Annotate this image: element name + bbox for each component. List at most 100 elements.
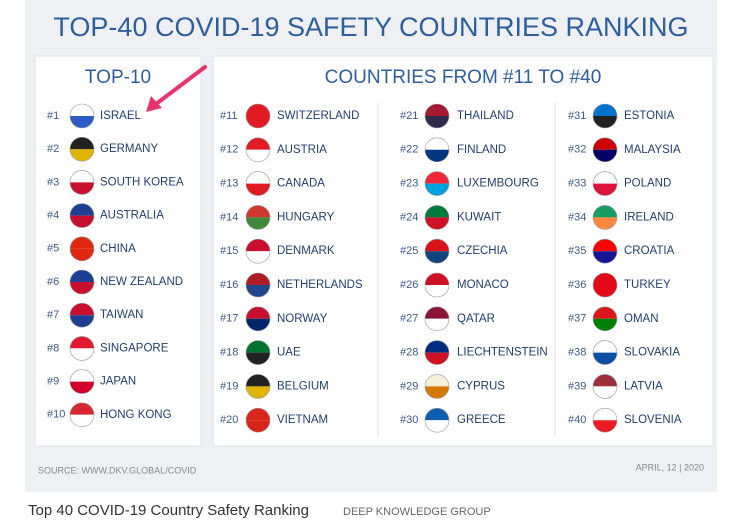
rank: #39 — [568, 380, 586, 392]
others-panel — [212, 55, 714, 447]
flag — [246, 205, 270, 218]
flag — [70, 336, 94, 349]
flag-rim — [69, 103, 95, 129]
flag — [246, 183, 270, 196]
flag-rim — [245, 340, 271, 365]
flag — [425, 116, 449, 128]
flag — [593, 239, 617, 252]
flag — [70, 303, 94, 316]
country: CZECHIA — [457, 245, 508, 257]
flag-rim — [424, 340, 450, 365]
country: TAIWAN — [100, 309, 143, 321]
flag — [246, 137, 270, 150]
country: SOUTH KOREA — [100, 176, 184, 188]
country: OMAN — [624, 313, 659, 325]
flag — [593, 306, 617, 319]
flag — [70, 149, 94, 162]
flag — [70, 182, 94, 195]
country: CROATIA — [624, 245, 675, 257]
flag-rim — [592, 306, 618, 332]
flag — [70, 104, 94, 116]
flag — [246, 217, 270, 230]
flag-rim — [424, 137, 450, 163]
country: LATVIA — [624, 380, 663, 392]
rank: #3 — [47, 176, 59, 188]
country: SLOVAKIA — [624, 347, 680, 359]
flag — [593, 183, 617, 196]
flag — [425, 217, 449, 230]
flag-rim — [69, 302, 95, 328]
rank: #8 — [47, 342, 59, 354]
rank: #16 — [220, 279, 238, 291]
country: QATAR — [457, 313, 495, 325]
flag-rim — [424, 306, 450, 332]
country: HONG KONG — [100, 409, 172, 421]
rank: #21 — [400, 110, 418, 122]
flag — [70, 170, 94, 183]
flag — [70, 270, 94, 282]
flag — [70, 369, 94, 382]
flag — [593, 340, 617, 353]
flag — [593, 273, 617, 285]
flag — [425, 306, 449, 319]
rank: #27 — [400, 313, 418, 325]
flag — [425, 149, 449, 162]
rank: #34 — [568, 211, 586, 223]
rank: #1 — [47, 110, 59, 122]
flag — [425, 408, 449, 421]
flag-rim — [424, 407, 450, 433]
flag — [70, 248, 94, 261]
rank: #29 — [400, 380, 418, 392]
flag — [593, 251, 617, 264]
flag — [425, 205, 449, 218]
country: LUXEMBOURG — [457, 178, 539, 190]
flag-rim — [69, 336, 95, 361]
rank: #36 — [568, 279, 586, 291]
flag-rim — [592, 374, 618, 399]
flag — [70, 236, 94, 249]
flag — [593, 137, 617, 150]
flag — [246, 273, 270, 285]
country: GREECE — [457, 414, 506, 426]
title: TOP-40 COVID-19 SAFETY COUNTRIES RANKING — [53, 12, 688, 42]
flag — [593, 352, 617, 365]
flag-rim — [245, 205, 271, 230]
flag-rim — [69, 170, 95, 195]
flag — [246, 318, 270, 331]
flag — [593, 285, 617, 297]
flag-rim — [245, 103, 271, 129]
rank: #30 — [400, 414, 418, 426]
source: SOURCE: WWW.DKV.GLOBAL/COVID — [38, 465, 197, 475]
flag — [593, 104, 617, 116]
flag — [246, 104, 270, 116]
caption-title: Top 40 COVID-19 Country Safety Ranking — [28, 502, 309, 519]
flag-rim — [245, 238, 271, 264]
country: FINLAND — [457, 144, 506, 156]
arrow — [154, 65, 207, 106]
country: NORWAY — [277, 313, 328, 325]
country: NEW ZEALAND — [100, 276, 183, 288]
flag — [425, 285, 449, 297]
flag-rim — [424, 238, 450, 264]
flag — [70, 348, 94, 361]
rank: #2 — [47, 143, 59, 155]
rank: #10 — [47, 409, 65, 421]
flag-rim — [69, 369, 95, 394]
flag — [246, 171, 270, 184]
country: GERMANY — [100, 143, 158, 155]
flag — [70, 315, 94, 328]
flag — [425, 137, 449, 150]
top10-panel — [34, 55, 202, 447]
flag — [425, 374, 449, 387]
rank: #19 — [220, 380, 238, 392]
flag — [246, 251, 270, 264]
flag — [593, 386, 617, 399]
rank: #25 — [400, 245, 418, 257]
top10-title: TOP-10 — [85, 67, 151, 88]
country: ISRAEL — [100, 110, 142, 122]
country: CHINA — [100, 243, 136, 255]
flag-rim — [69, 269, 95, 295]
flag — [70, 203, 94, 216]
flag-rim — [245, 407, 271, 433]
flag-rim — [592, 103, 618, 129]
